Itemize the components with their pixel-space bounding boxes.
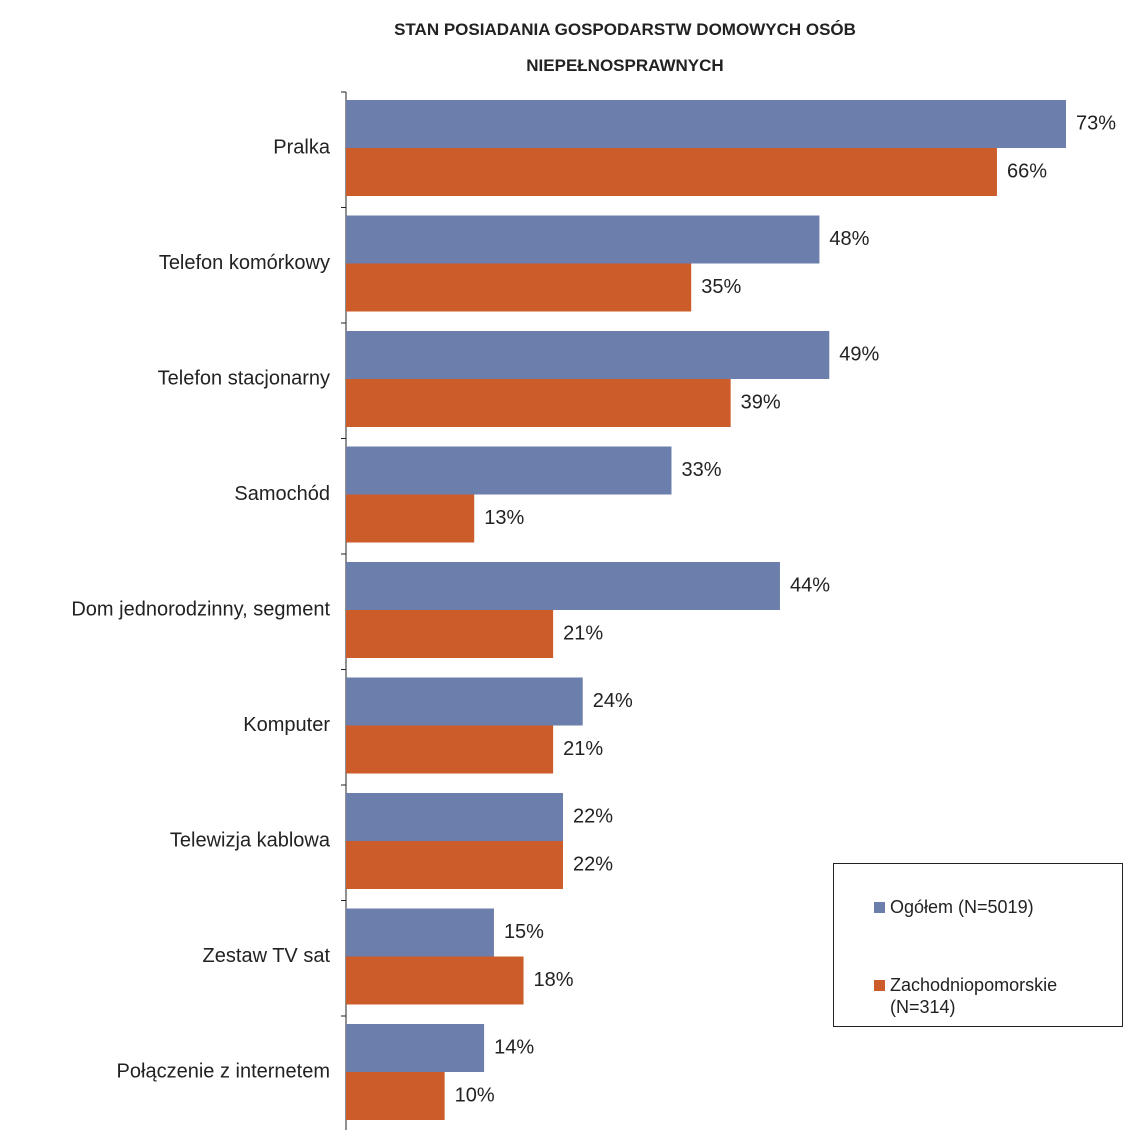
- data-label: 21%: [563, 738, 603, 760]
- data-label: 39%: [741, 391, 781, 413]
- bar: [346, 148, 997, 196]
- data-label: 22%: [573, 853, 613, 875]
- bar: [346, 331, 830, 379]
- y-tick-label: Dom jednorodzinny, segment: [71, 598, 330, 620]
- data-label: 22%: [573, 805, 613, 827]
- y-tick-label: Pralka: [273, 136, 331, 158]
- y-tick-label: Telefon stacjonarny: [158, 367, 330, 389]
- y-tick-label: Telewizja kablowa: [170, 829, 331, 851]
- data-label: 49%: [839, 343, 879, 365]
- bar: [346, 677, 583, 726]
- legend-entry: Zachodniopomorskie (N=314): [874, 974, 1114, 1018]
- data-label: 35%: [701, 276, 741, 298]
- bar: [346, 841, 563, 889]
- data-label: 10%: [455, 1084, 495, 1106]
- bar: [346, 100, 1066, 148]
- data-label: 14%: [494, 1036, 534, 1058]
- bar: [346, 215, 820, 264]
- data-label: 18%: [534, 969, 574, 991]
- data-label: 66%: [1007, 160, 1047, 182]
- data-label: 73%: [1076, 112, 1116, 134]
- bar: [346, 1024, 485, 1072]
- legend-swatch: [874, 980, 885, 991]
- bar: [346, 610, 554, 658]
- bar: [346, 956, 524, 1005]
- data-label: 48%: [829, 228, 869, 250]
- data-label: 44%: [790, 574, 830, 596]
- y-tick-label: Komputer: [243, 714, 330, 736]
- legend-label: Zachodniopomorskie (N=314): [890, 975, 1058, 1017]
- bar: [346, 908, 494, 957]
- legend: Ogółem (N=5019) Zachodniopomorskie (N=314…: [833, 863, 1123, 1027]
- data-label: 33%: [681, 459, 721, 481]
- bar: [346, 263, 692, 312]
- y-tick-label: Samochód: [234, 483, 330, 505]
- data-label: 21%: [563, 622, 603, 644]
- legend-swatch: [874, 902, 885, 913]
- chart-title: STAN POSIADANIA GOSPODARSTW DOMOWYCH OSÓ…: [394, 20, 856, 75]
- y-tick-label: Połączenie z internetem: [117, 1060, 330, 1082]
- legend-entry: Ogółem (N=5019): [874, 896, 1114, 918]
- bar: [346, 446, 672, 495]
- bar: [346, 562, 780, 610]
- data-label: 15%: [504, 921, 544, 943]
- bar: [346, 793, 563, 841]
- legend-label: Ogółem (N=5019): [890, 897, 1034, 917]
- data-label: 13%: [484, 507, 524, 529]
- bar: [346, 494, 475, 543]
- y-tick-label: Telefon komórkowy: [159, 252, 330, 274]
- data-label: 24%: [593, 690, 633, 712]
- y-tick-label: Zestaw TV sat: [203, 945, 331, 967]
- bar: [346, 1072, 445, 1120]
- bar: [346, 725, 554, 774]
- bar: [346, 379, 731, 427]
